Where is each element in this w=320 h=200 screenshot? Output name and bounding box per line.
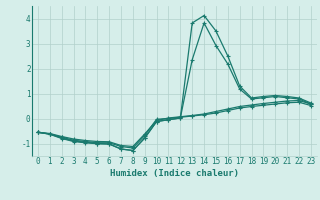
- X-axis label: Humidex (Indice chaleur): Humidex (Indice chaleur): [110, 169, 239, 178]
